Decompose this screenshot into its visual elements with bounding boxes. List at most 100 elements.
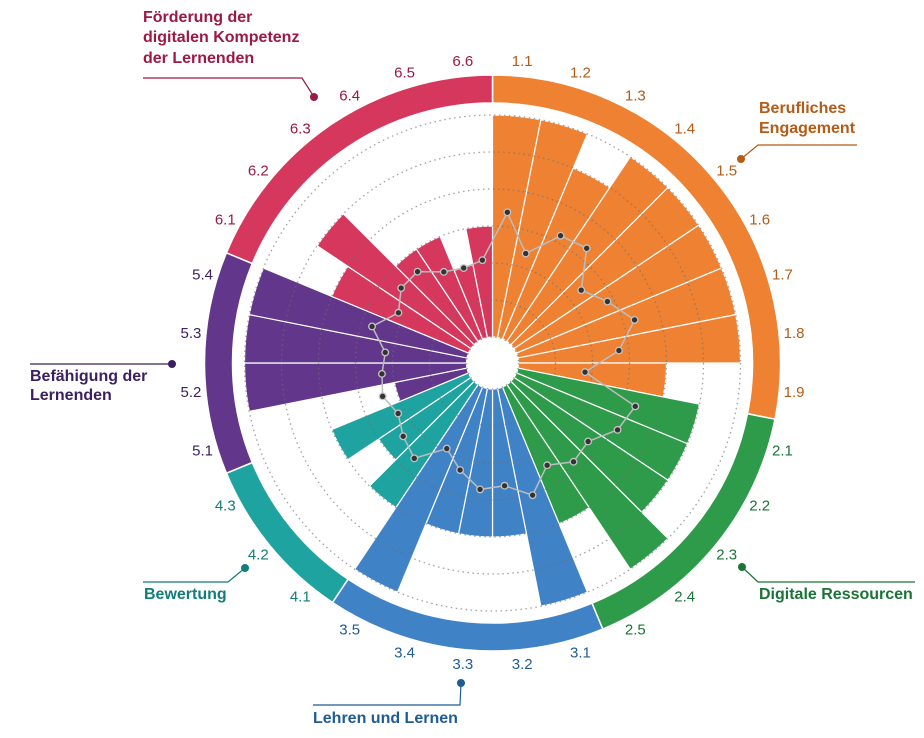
- leader-dot: [168, 360, 176, 368]
- gridline-level-6: [243, 114, 742, 612]
- item-label-1-7: 1.7: [772, 267, 793, 284]
- point-3-4: [456, 466, 464, 474]
- gridline-level-4: [317, 188, 668, 538]
- point-1-3: [556, 231, 565, 240]
- point-4-3: [394, 409, 403, 418]
- item-label-3-4: 3.4: [394, 644, 415, 661]
- leader-line: [143, 567, 246, 583]
- leader-dot: [310, 93, 318, 101]
- leader-line: [740, 144, 857, 160]
- item-label-2-2: 2.2: [749, 497, 770, 514]
- point-1-5: [577, 286, 586, 295]
- item-label-6-2: 6.2: [248, 162, 269, 179]
- point-2-3: [584, 437, 593, 446]
- point-5-3: [381, 348, 390, 357]
- point-6-4: [439, 267, 448, 276]
- category-label-berufliches-engagement: Berufliches Engagement: [737, 100, 857, 163]
- leader-dot: [737, 155, 745, 163]
- category-label-bewertung: Bewertung: [143, 564, 249, 603]
- point-5-4: [368, 322, 376, 331]
- category-name-line: Förderung der: [143, 9, 252, 26]
- point-6-6: [478, 256, 487, 265]
- point-1-9: [581, 368, 589, 377]
- category-name-line: der Lernenden: [143, 50, 254, 67]
- category-label-digitale-ressourcen: Digitale Ressourcen: [738, 563, 915, 603]
- point-4-2: [399, 432, 408, 441]
- ring-segment-4: [225, 461, 350, 604]
- leader-line: [741, 566, 915, 583]
- item-label-4-2: 4.2: [248, 547, 269, 564]
- radial-gridlines: [243, 114, 742, 612]
- item-label-2-3: 2.3: [716, 547, 737, 564]
- category-name-line: Bewertung: [144, 586, 227, 603]
- category-name-line: digitalen Kompetenz: [143, 29, 299, 46]
- leader-line: [313, 682, 462, 706]
- point-1-8: [614, 346, 623, 355]
- point-2-5: [543, 461, 552, 470]
- gridline-level-5: [280, 151, 705, 575]
- point-5-1: [378, 392, 387, 401]
- item-label-1-8: 1.8: [784, 325, 805, 342]
- item-label-1-3: 1.3: [625, 87, 646, 104]
- point-5-2: [377, 369, 386, 378]
- point-6-5: [459, 264, 468, 272]
- point-3-3: [476, 485, 485, 494]
- point-2-4: [569, 457, 578, 466]
- point-1-1: [503, 208, 512, 217]
- item-label-3-3: 3.3: [452, 656, 473, 673]
- item-label-2-1: 2.1: [772, 442, 793, 459]
- point-6-1: [394, 308, 403, 317]
- item-label-1-1: 1.1: [512, 53, 533, 70]
- item-label-1-4: 1.4: [674, 120, 695, 137]
- item-label-6-6: 6.6: [452, 53, 473, 70]
- item-labels: 1.1 1.2 1.3 1.4 1.5 1.6 1.7 1.8 1.9 2.1 2.2 2.3 2.4 2…: [181, 53, 805, 673]
- item-label-1-6: 1.6: [749, 212, 770, 229]
- item-label-5-1: 5.1: [192, 442, 213, 459]
- leader-dot: [457, 679, 465, 687]
- category-name-line: Befähigung der: [30, 368, 147, 385]
- category-label-foerderung-digitale-kompetenz: Förderung der digitalen Kompetenz der Le…: [143, 9, 318, 101]
- item-label-4-1: 4.1: [290, 589, 311, 606]
- category-ring: [203, 74, 782, 652]
- point-1-6: [603, 297, 612, 306]
- gridline-level-0: [465, 336, 520, 390]
- item-label-1-9: 1.9: [784, 384, 805, 401]
- point-3-2: [500, 481, 509, 490]
- point-1-4: [582, 244, 591, 253]
- point-1-2: [521, 249, 530, 258]
- ring-segment-6: [225, 74, 494, 265]
- item-label-3-2: 3.2: [512, 656, 533, 673]
- point-3-5: [442, 444, 451, 453]
- leader-dot: [738, 563, 746, 571]
- item-label-1-2: 1.2: [570, 65, 591, 82]
- category-name-line: Engagement: [759, 120, 856, 137]
- item-label-6-3: 6.3: [290, 120, 311, 137]
- gridline-level-1: [428, 299, 557, 427]
- leader-line: [143, 77, 315, 98]
- item-label-2-5: 2.5: [625, 622, 646, 639]
- gridline-level-2: [391, 262, 594, 464]
- category-label-befaehigung-der-lernenden: Befähigung der Lernenden: [30, 360, 176, 404]
- item-label-2-4: 2.4: [674, 589, 695, 606]
- point-6-2: [397, 284, 406, 293]
- point-6-3: [413, 267, 422, 276]
- point-3-1: [528, 491, 537, 500]
- item-label-3-1: 3.1: [570, 644, 591, 661]
- category-name-line: Berufliches: [759, 100, 846, 117]
- leader-dot: [241, 564, 249, 572]
- item-label-4-3: 4.3: [215, 497, 236, 514]
- center-hole: [466, 337, 519, 389]
- category-name-line: Lehren und Lernen: [313, 710, 458, 727]
- point-1-7: [630, 315, 639, 324]
- point-2-2: [613, 425, 622, 434]
- gridline-level-3: [354, 225, 631, 501]
- item-label-5-4: 5.4: [192, 267, 213, 284]
- item-label-5-3: 5.3: [181, 325, 202, 342]
- points-layer: [368, 208, 640, 500]
- item-label-6-1: 6.1: [215, 212, 236, 229]
- category-label-lehren-und-lernen: Lehren und Lernen: [313, 679, 465, 727]
- point-2-1: [631, 402, 640, 411]
- item-label-6-5: 6.5: [394, 65, 415, 82]
- point-4-1: [410, 454, 419, 463]
